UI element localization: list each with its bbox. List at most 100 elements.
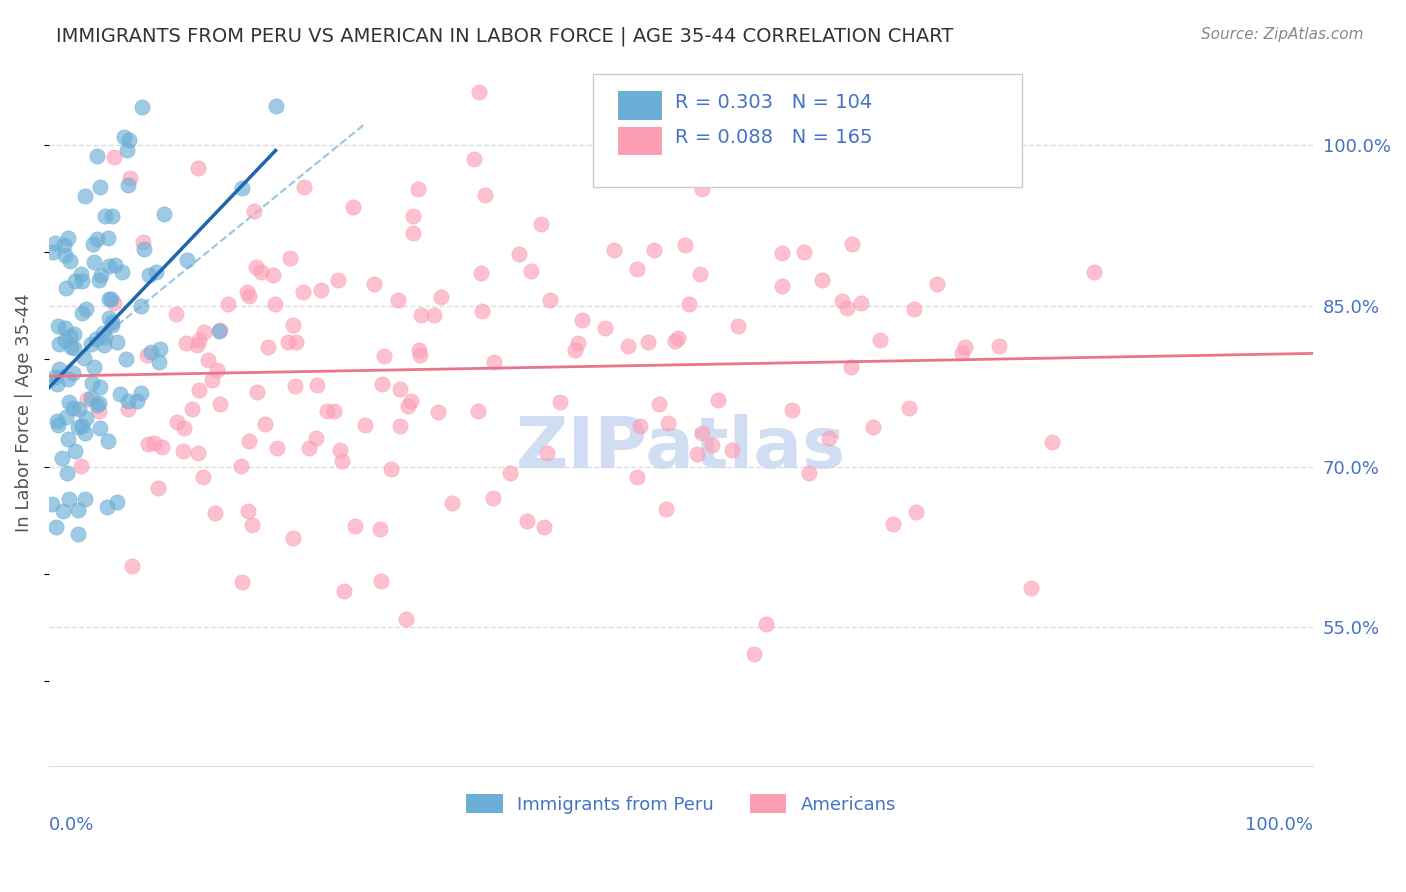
Point	[402, 209, 425, 223]
Point	[721, 442, 744, 457]
Point	[394, 612, 416, 626]
Point	[75, 302, 97, 317]
Point	[1042, 435, 1064, 450]
Text: IMMIGRANTS FROM PERU VS AMERICAN IN LABOR FORCE | AGE 35-44 CORRELATION CHART: IMMIGRANTS FROM PERU VS AMERICAN IN LABO…	[56, 27, 953, 46]
Point	[707, 392, 730, 407]
Point	[55, 321, 77, 335]
Point	[657, 416, 679, 430]
Point	[117, 178, 139, 192]
Point	[441, 496, 464, 510]
Point	[399, 394, 422, 409]
Point	[905, 505, 928, 519]
Point	[127, 394, 149, 409]
Point	[67, 527, 90, 541]
Point	[94, 329, 117, 343]
Point	[264, 99, 287, 113]
Point	[100, 209, 122, 223]
Point	[76, 392, 98, 407]
Point	[80, 391, 103, 405]
Point	[93, 338, 115, 352]
Point	[56, 371, 79, 385]
Point	[257, 340, 280, 354]
Point	[48, 337, 70, 351]
Point	[67, 402, 90, 417]
Point	[96, 500, 118, 515]
Point	[89, 403, 111, 417]
Point	[117, 393, 139, 408]
Point	[172, 444, 194, 458]
Point	[73, 351, 96, 366]
Point	[63, 444, 86, 458]
Point	[238, 289, 260, 303]
Point	[83, 254, 105, 268]
Point	[285, 335, 308, 350]
Point	[389, 419, 412, 434]
Point	[249, 265, 271, 279]
Point	[770, 245, 793, 260]
Point	[121, 559, 143, 574]
Point	[63, 274, 86, 288]
Point	[536, 446, 558, 460]
Point	[426, 405, 449, 419]
Point	[389, 382, 412, 396]
Point	[530, 217, 553, 231]
Point	[231, 181, 253, 195]
Point	[430, 290, 453, 304]
Point	[53, 333, 76, 347]
Point	[132, 235, 155, 249]
Point	[150, 440, 173, 454]
Point	[52, 238, 75, 252]
Text: R = 0.088   N = 165: R = 0.088 N = 165	[675, 128, 872, 147]
Point	[148, 481, 170, 495]
Point	[73, 188, 96, 202]
Point	[148, 355, 170, 369]
Point	[53, 248, 76, 262]
Point	[685, 447, 707, 461]
Point	[103, 150, 125, 164]
Point	[229, 459, 252, 474]
Point	[97, 434, 120, 448]
Point	[90, 268, 112, 283]
Point	[62, 366, 84, 380]
Point	[664, 334, 686, 349]
Point	[467, 404, 489, 418]
Point	[538, 293, 561, 308]
Point	[484, 354, 506, 368]
Point	[141, 344, 163, 359]
Point	[115, 143, 138, 157]
Point	[567, 335, 589, 350]
Point	[58, 492, 80, 507]
Point	[849, 295, 872, 310]
Point	[238, 504, 260, 518]
Point	[100, 315, 122, 329]
Point	[519, 264, 541, 278]
Point	[129, 299, 152, 313]
Point	[342, 200, 364, 214]
Point	[903, 302, 925, 317]
Point	[129, 385, 152, 400]
Point	[70, 267, 93, 281]
Point	[839, 359, 862, 374]
Point	[108, 387, 131, 401]
Point	[45, 376, 67, 391]
Point	[655, 501, 678, 516]
Point	[173, 420, 195, 434]
Point	[58, 395, 80, 409]
Point	[236, 285, 259, 299]
Point	[153, 207, 176, 221]
Point	[343, 518, 366, 533]
Point	[571, 313, 593, 327]
Point	[305, 431, 328, 445]
Point	[197, 353, 219, 368]
Legend: Immigrants from Peru, Americans: Immigrants from Peru, Americans	[460, 787, 903, 821]
Point	[988, 338, 1011, 352]
Text: ZIPatlas: ZIPatlas	[516, 414, 846, 483]
Point	[564, 343, 586, 357]
Point	[262, 268, 284, 282]
Point	[368, 522, 391, 536]
Point	[292, 180, 315, 194]
Point	[245, 260, 267, 274]
Point	[58, 231, 80, 245]
Point	[100, 292, 122, 306]
Point	[149, 342, 172, 356]
